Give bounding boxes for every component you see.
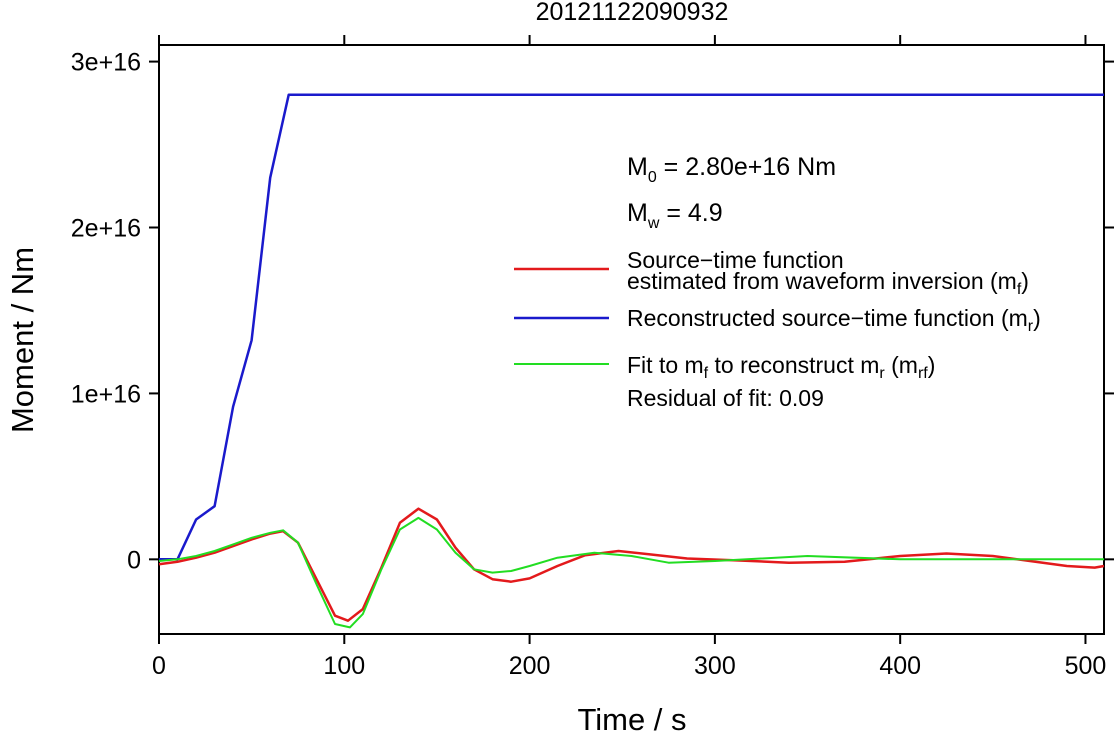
y-tick-label: 0 <box>127 546 141 574</box>
x-tick-label: 400 <box>879 652 921 680</box>
x-axis-ticks: 0 100 200 300 400 500 <box>152 35 1106 680</box>
x-tick-label: 500 <box>1065 652 1107 680</box>
series-line-green-fit <box>158 516 1104 629</box>
legend: Source−time function estimated from wave… <box>514 247 1041 411</box>
plot-frame <box>158 44 1105 635</box>
y-tick-label: 3e+16 <box>71 49 141 77</box>
y-tick-label: 1e+16 <box>71 380 141 408</box>
m0-annotation: M0 = 2.80e+16 Nm <box>627 153 836 186</box>
legend-label-green: Fit to mf to reconstruct mr (mrf) <box>627 352 935 382</box>
legend-label-red-line1: Source−time function <box>627 247 844 273</box>
series-line-blue-reconstructed <box>159 93 1104 561</box>
series-group <box>158 93 1105 629</box>
legend-label-blue: Reconstructed source−time function (mr) <box>627 305 1041 335</box>
x-tick-label: 200 <box>509 652 551 680</box>
mw-annotation: Mw = 4.9 <box>627 199 723 232</box>
chart-title: 20121122090932 <box>536 0 729 26</box>
legend-label-red-line2: estimated from waveform inversion (mf) <box>627 268 1029 298</box>
residual-annotation: Residual of fit: 0.09 <box>627 385 824 411</box>
x-tick-label: 0 <box>152 652 166 680</box>
x-tick-label: 100 <box>323 652 365 680</box>
y-axis-ticks: 0 1e+16 2e+16 3e+16 <box>71 49 1114 574</box>
x-tick-label: 300 <box>694 652 736 680</box>
series-line-red-source-time-function <box>158 507 1105 622</box>
y-tick-label: 2e+16 <box>71 215 141 243</box>
y-axis-label: Moment / Nm <box>5 247 40 433</box>
x-axis-label: Time / s <box>577 702 686 734</box>
